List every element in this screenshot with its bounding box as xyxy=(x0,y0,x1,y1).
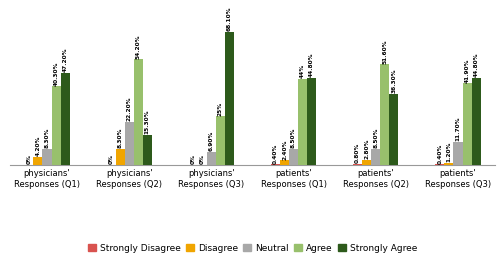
Text: 68.10%: 68.10% xyxy=(227,7,232,31)
Text: 4.20%: 4.20% xyxy=(36,136,41,156)
Bar xyxy=(289,149,298,165)
Bar xyxy=(380,65,390,165)
Text: 1.20%: 1.20% xyxy=(446,141,452,162)
Text: 47.20%: 47.20% xyxy=(62,47,68,72)
Text: 8.30%: 8.30% xyxy=(118,128,122,148)
Text: 2.80%: 2.80% xyxy=(364,138,370,159)
Bar xyxy=(207,152,216,165)
Text: 0%: 0% xyxy=(108,154,114,164)
Bar xyxy=(444,163,454,165)
Bar xyxy=(436,164,444,165)
Bar xyxy=(271,164,280,165)
Bar xyxy=(454,142,462,165)
Text: 44.80%: 44.80% xyxy=(474,52,478,77)
Text: 44.80%: 44.80% xyxy=(309,52,314,77)
Bar xyxy=(353,164,362,165)
Text: 54.20%: 54.20% xyxy=(136,34,140,59)
Bar xyxy=(307,78,316,165)
Text: 15.30%: 15.30% xyxy=(145,110,150,134)
Bar xyxy=(362,160,372,165)
Text: 41.90%: 41.90% xyxy=(464,58,469,83)
Bar xyxy=(116,149,124,165)
Text: 0.80%: 0.80% xyxy=(355,142,360,163)
Bar xyxy=(462,83,471,165)
Legend: Strongly Disagree, Disagree, Neutral, Agree, Strongly Agree: Strongly Disagree, Disagree, Neutral, Ag… xyxy=(84,240,420,254)
Text: 40.30%: 40.30% xyxy=(54,61,59,86)
Bar xyxy=(390,94,398,165)
Text: 44%: 44% xyxy=(300,64,305,78)
Bar xyxy=(124,122,134,165)
Bar xyxy=(42,149,51,165)
Bar xyxy=(143,135,152,165)
Bar xyxy=(280,161,289,165)
Bar xyxy=(298,79,307,165)
Text: 25%: 25% xyxy=(218,101,223,116)
Text: 8.50%: 8.50% xyxy=(374,127,378,148)
Text: 8.50%: 8.50% xyxy=(291,127,296,148)
Text: 0.40%: 0.40% xyxy=(273,143,278,164)
Text: 8.30%: 8.30% xyxy=(44,128,50,148)
Bar xyxy=(216,116,225,165)
Text: 36.30%: 36.30% xyxy=(392,69,396,93)
Bar xyxy=(34,157,42,165)
Text: 0%: 0% xyxy=(191,154,196,164)
Bar xyxy=(52,86,60,165)
Text: 6.90%: 6.90% xyxy=(209,131,214,151)
Bar xyxy=(134,59,143,165)
Text: 51.60%: 51.60% xyxy=(382,39,388,64)
Bar xyxy=(472,78,480,165)
Text: 0%: 0% xyxy=(26,154,32,164)
Bar xyxy=(60,73,70,165)
Text: 11.70%: 11.70% xyxy=(456,117,460,141)
Text: 0%: 0% xyxy=(200,154,205,164)
Text: 22.20%: 22.20% xyxy=(126,96,132,121)
Bar xyxy=(225,32,234,165)
Text: 0.40%: 0.40% xyxy=(438,143,442,164)
Text: 2.40%: 2.40% xyxy=(282,139,287,160)
Bar xyxy=(372,149,380,165)
